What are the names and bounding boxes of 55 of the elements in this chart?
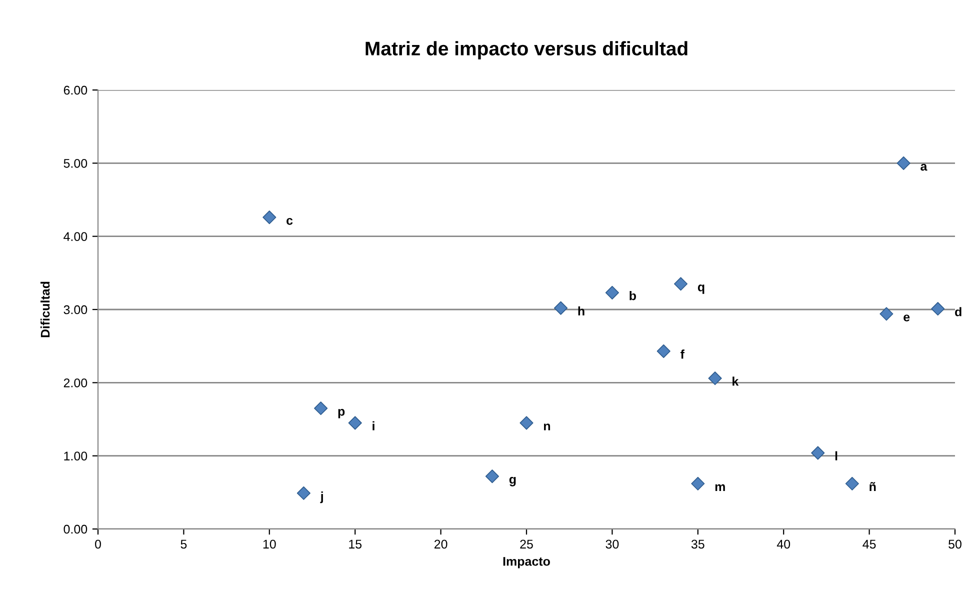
point [348,416,362,430]
annotation: m [715,484,725,492]
x-tick-label: 0 [95,540,101,549]
point [674,277,688,291]
x-tick-label: 20 [434,540,448,549]
x-tick-label: 10 [263,540,276,549]
annotation: j [320,491,323,504]
annotation: d [955,307,962,316]
x-axis-title: Impacto [503,557,550,568]
chart-title: Matriz de impacto versus dificultad [366,41,688,60]
annotation: h [578,306,584,316]
point [554,301,568,315]
annotation: n [544,424,550,430]
annotation: l [835,451,838,460]
point [931,302,945,316]
point [656,344,670,358]
point [485,470,500,484]
annotation: a [920,164,928,171]
point [845,476,859,490]
y-tick-label: 6.00 [64,86,88,95]
x-tick-label: 15 [349,540,362,549]
annotation: ñ [870,482,876,492]
annotation: g [509,476,516,486]
annotation: q [698,284,704,294]
y-tick-label: 4.00 [64,232,88,241]
point [314,401,328,416]
y-tick-label: 0.00 [64,524,88,534]
y-tick-label: 1.00 [64,452,88,460]
point [708,371,722,386]
point [691,476,705,490]
point [605,286,619,300]
point [880,307,894,321]
y-tick-label: 2.00 [64,378,88,388]
annotation: b [630,291,636,300]
y-tick-label: 3.00 [64,305,88,314]
x-tick-label: 50 [948,540,962,549]
x-tick-label: 25 [520,540,533,549]
annotation: i [372,421,374,430]
annotation: f [680,350,684,359]
x-tick-label: 5 [180,540,187,549]
point [262,210,276,224]
annotation: c [286,218,293,225]
y-tick-label: 5.00 [64,158,88,168]
point [811,446,825,460]
x-tick-label: 45 [862,540,876,549]
annotation: k [732,376,739,386]
y-axis-title: Dificultad [40,282,50,338]
x-tick-label: 35 [691,540,704,549]
point [520,416,534,430]
annotation: e [904,314,910,322]
x-tick-label: 30 [606,540,619,549]
point [296,486,310,500]
annotation: p [338,408,345,418]
x-tick-label: 40 [776,540,790,549]
point [896,156,910,170]
